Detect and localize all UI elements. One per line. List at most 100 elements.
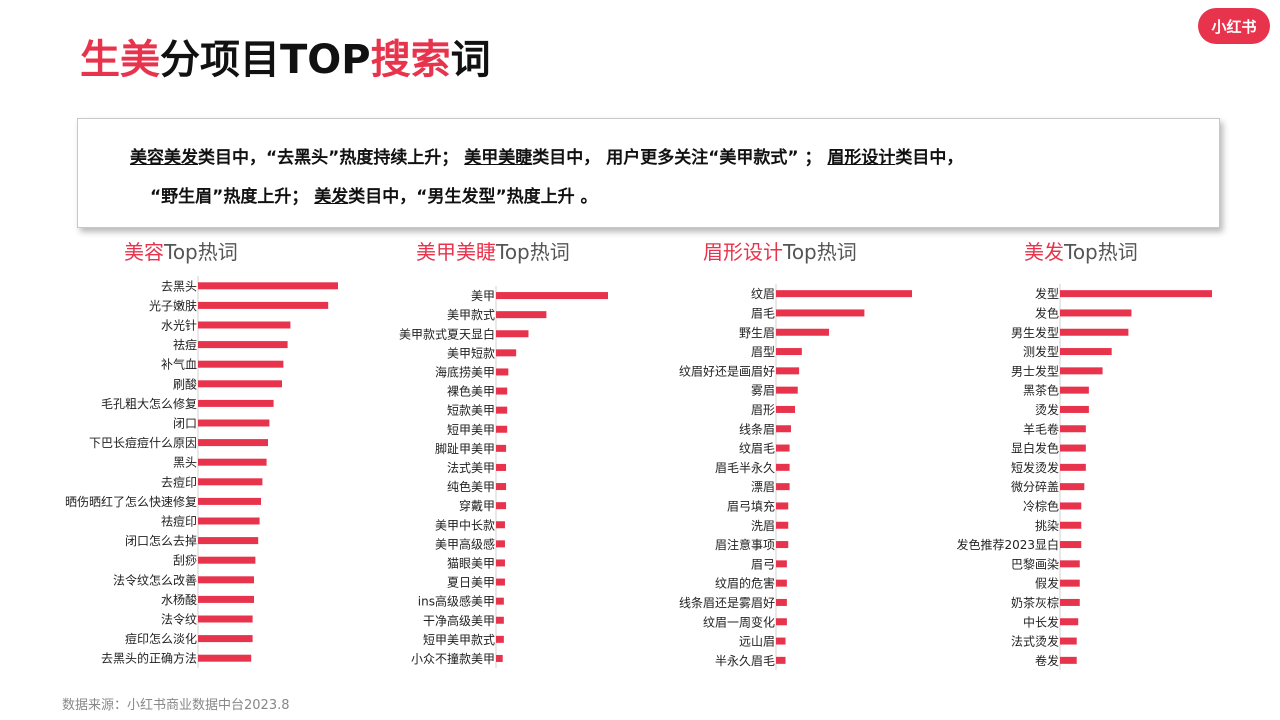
brows-category-label: 纹眉一周变化 bbox=[703, 614, 775, 629]
beauty-category-label: 黑头 bbox=[173, 456, 197, 470]
nails-bar bbox=[496, 616, 504, 624]
hair-bar bbox=[1060, 405, 1089, 413]
hair-bar bbox=[1060, 309, 1132, 317]
nails-bar bbox=[496, 654, 503, 662]
brows-bar bbox=[776, 309, 865, 317]
nails-category-label: 美甲 bbox=[471, 289, 495, 303]
hair-bar bbox=[1060, 637, 1077, 645]
brows-category-label: 眉型 bbox=[751, 345, 775, 359]
hair-category-label: 烫发 bbox=[1035, 402, 1059, 417]
nails-category-label: 短款美甲 bbox=[447, 404, 495, 418]
brows-category-label: 眉弓 bbox=[751, 557, 775, 571]
hair-bar bbox=[1060, 444, 1086, 452]
brows-category-label: 线条眉 bbox=[739, 422, 775, 436]
data-source-note: 数据来源：小红书商业数据中台2023.8 bbox=[62, 698, 290, 713]
hair-bar bbox=[1060, 502, 1082, 510]
brows-category-label: 半永久眉毛 bbox=[715, 654, 775, 668]
beauty-category-label: 下巴长痘痘什么原因 bbox=[89, 435, 197, 450]
nails-bar bbox=[496, 406, 508, 414]
brows-category-label: 漂眉 bbox=[751, 480, 775, 494]
hair-category-label: 羊毛卷 bbox=[1023, 421, 1059, 436]
brows-category-label: 纹眉 bbox=[751, 287, 775, 301]
brows-category-label: 纹眉毛 bbox=[739, 442, 775, 456]
brows-category-label: 眉注意事项 bbox=[715, 537, 775, 552]
beauty-bar bbox=[198, 301, 329, 309]
hair-category-label: 巴黎画染 bbox=[1011, 556, 1059, 571]
brows-bar bbox=[776, 328, 830, 336]
hair-bar bbox=[1060, 560, 1080, 568]
beauty-category-label: 去黑头 bbox=[161, 279, 197, 293]
nails-category-label: 法式美甲 bbox=[447, 461, 495, 475]
chart-title-hair: 美发Top热词 bbox=[1024, 240, 1138, 264]
nails-bar bbox=[496, 425, 508, 433]
hair-category-label: 测发型 bbox=[1023, 344, 1059, 359]
brows-category-label: 纹眉好还是画眉好 bbox=[679, 364, 775, 378]
beauty-category-label: 闭口 bbox=[173, 417, 197, 431]
beauty-category-label: 晒伤晒红了怎么快速修复 bbox=[65, 494, 197, 509]
brows-category-label: 远山眉 bbox=[739, 635, 775, 649]
hair-bar bbox=[1060, 618, 1079, 626]
beauty-bar bbox=[198, 537, 259, 545]
beauty-category-label: 去痘印 bbox=[161, 474, 197, 489]
brows-bar bbox=[776, 521, 789, 529]
chart-title-nails: 美甲美睫Top热词 bbox=[416, 240, 570, 264]
brows-category-label: 线条眉还是雾眉好 bbox=[679, 596, 775, 610]
beauty-bar bbox=[198, 419, 270, 427]
brows-bar bbox=[776, 541, 789, 549]
beauty-category-label: 祛痘印 bbox=[161, 514, 197, 529]
beauty-category-label: 去黑头的正确方法 bbox=[101, 651, 197, 666]
hair-category-label: 发色推荐2023显白 bbox=[956, 537, 1059, 552]
xiaohongshu-logo: 小红书 bbox=[1198, 8, 1270, 44]
brows-category-label: 眉毛半永久 bbox=[715, 461, 775, 475]
chart-title-beauty: 美容Top热词 bbox=[124, 240, 238, 264]
nails-category-label: ins高级感美甲 bbox=[418, 594, 495, 609]
nails-bar bbox=[496, 597, 504, 605]
beauty-category-label: 痘印怎么淡化 bbox=[125, 631, 197, 646]
hair-bar bbox=[1060, 463, 1086, 471]
nails-category-label: 美甲中长款 bbox=[435, 517, 495, 532]
nails-category-label: 穿戴甲 bbox=[459, 498, 495, 513]
beauty-bar bbox=[198, 380, 282, 388]
hair-category-label: 黑茶色 bbox=[1023, 383, 1059, 398]
hair-bar bbox=[1060, 579, 1080, 587]
nails-category-label: 纯色美甲 bbox=[447, 480, 495, 494]
nails-category-label: 美甲款式夏天显白 bbox=[399, 326, 495, 341]
beauty-category-label: 法令纹 bbox=[161, 612, 197, 627]
beauty-category-label: 法令纹怎么改善 bbox=[113, 572, 197, 587]
nails-bar bbox=[496, 540, 505, 548]
nails-category-label: 小众不撞款美甲 bbox=[411, 651, 495, 666]
brows-bar bbox=[776, 463, 790, 471]
summary-box: 美容美发类目中，“去黑头”热度持续上升； 美甲美睫类目中， 用户更多关注“美甲款… bbox=[77, 118, 1220, 228]
brows-bar bbox=[776, 386, 798, 394]
hair-bar bbox=[1060, 367, 1103, 375]
brows-bar bbox=[776, 579, 787, 587]
beauty-bar bbox=[198, 635, 253, 643]
brows-bar bbox=[776, 444, 790, 452]
beauty-bar bbox=[198, 341, 288, 349]
brows-bar bbox=[776, 348, 802, 356]
hair-bar bbox=[1060, 348, 1112, 356]
nails-bar bbox=[496, 578, 505, 586]
hair-category-label: 显白发色 bbox=[1011, 441, 1059, 456]
hair-bar bbox=[1060, 386, 1089, 394]
brows-bar bbox=[776, 425, 791, 433]
hair-category-label: 发型 bbox=[1035, 286, 1059, 301]
nails-bar bbox=[496, 635, 504, 643]
beauty-category-label: 光子嫩肤 bbox=[149, 298, 197, 313]
nails-category-label: 夏日美甲 bbox=[447, 576, 495, 590]
beauty-bar bbox=[198, 517, 260, 525]
beauty-bar bbox=[198, 321, 291, 329]
hair-bar bbox=[1060, 541, 1082, 549]
nails-bar bbox=[496, 521, 505, 529]
nails-bar bbox=[496, 368, 509, 376]
beauty-category-label: 闭口怎么去掉 bbox=[125, 533, 197, 548]
nails-bar bbox=[496, 483, 507, 491]
beauty-bar bbox=[198, 478, 263, 486]
nails-category-label: 猫眼美甲 bbox=[447, 556, 495, 570]
nails-bar bbox=[496, 559, 505, 567]
beauty-bar bbox=[198, 497, 261, 505]
nails-category-label: 脚趾甲美甲 bbox=[435, 441, 495, 456]
brows-bar bbox=[776, 367, 800, 375]
hair-category-label: 法式烫发 bbox=[1011, 634, 1059, 649]
nails-bar bbox=[496, 292, 608, 300]
